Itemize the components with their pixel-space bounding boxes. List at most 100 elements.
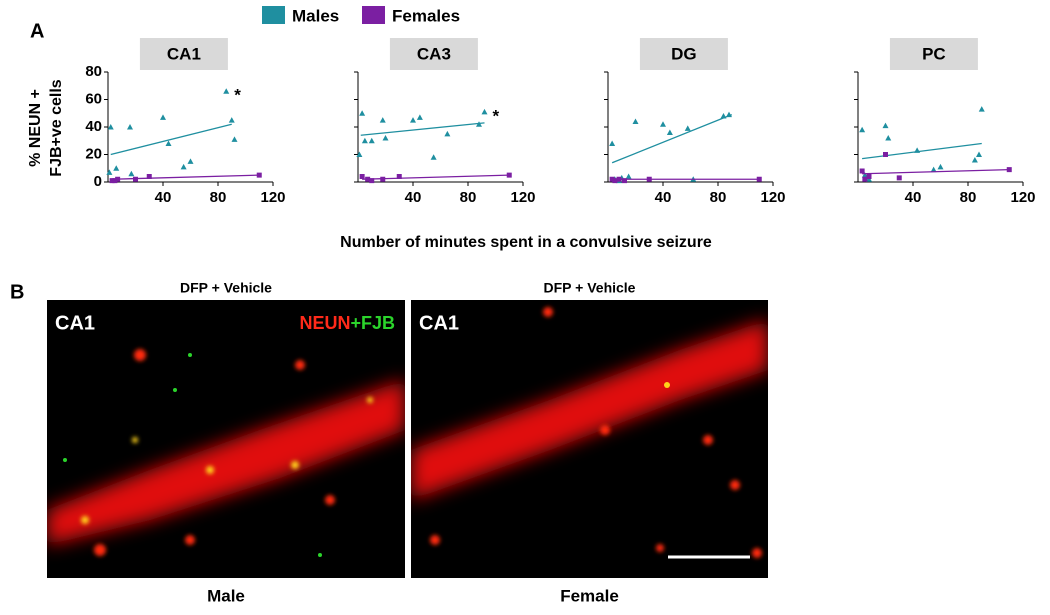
point bbox=[609, 176, 615, 182]
y-axis-label: FJB+ve cells bbox=[48, 79, 65, 177]
x-tick-label: 120 bbox=[260, 189, 285, 206]
point bbox=[228, 117, 235, 123]
point bbox=[476, 121, 482, 127]
x-tick-label: 120 bbox=[760, 189, 785, 206]
annotation: * bbox=[493, 106, 500, 125]
point bbox=[632, 118, 639, 124]
point bbox=[684, 125, 691, 131]
point bbox=[369, 178, 375, 184]
fit-line bbox=[611, 114, 732, 164]
stain-legend: NEUN+FJB bbox=[299, 313, 395, 333]
x-tick-label: 120 bbox=[510, 189, 535, 206]
x-tick-label: 40 bbox=[655, 189, 672, 206]
point bbox=[160, 114, 166, 120]
point bbox=[361, 137, 368, 144]
x-tick-label: 80 bbox=[960, 189, 977, 206]
fit-line bbox=[862, 142, 982, 160]
legend-label: Females bbox=[392, 6, 460, 25]
title-box bbox=[889, 38, 978, 70]
point bbox=[107, 124, 114, 130]
point bbox=[1006, 167, 1012, 173]
chart-title: PC bbox=[922, 44, 946, 63]
point bbox=[622, 178, 627, 184]
point bbox=[146, 174, 152, 179]
point bbox=[971, 157, 978, 163]
point bbox=[616, 176, 622, 182]
chart-title: DG bbox=[671, 44, 697, 63]
point bbox=[365, 176, 371, 182]
point bbox=[256, 172, 262, 178]
y-tick-label: 40 bbox=[85, 118, 102, 135]
point bbox=[612, 178, 618, 184]
point bbox=[430, 154, 437, 160]
y-tick-label: 0 bbox=[94, 173, 102, 190]
point bbox=[444, 130, 451, 137]
title-box bbox=[639, 38, 728, 70]
point bbox=[866, 174, 872, 179]
point bbox=[859, 126, 866, 133]
point bbox=[356, 151, 363, 157]
point bbox=[380, 176, 386, 182]
fit-line bbox=[862, 168, 1010, 175]
point bbox=[861, 172, 868, 178]
point bbox=[896, 175, 902, 181]
y-tick-label: 60 bbox=[85, 90, 102, 107]
y-tick-label: 80 bbox=[85, 63, 102, 80]
point bbox=[882, 122, 889, 129]
point bbox=[223, 88, 230, 94]
chart-title: CA1 bbox=[167, 44, 201, 63]
title-box bbox=[139, 38, 228, 70]
point bbox=[379, 117, 386, 123]
y-tick-label: 20 bbox=[85, 145, 102, 162]
point bbox=[359, 174, 365, 179]
point bbox=[396, 174, 402, 179]
micrograph bbox=[411, 300, 768, 578]
stain-label: NEUN bbox=[299, 313, 350, 333]
point bbox=[883, 152, 888, 157]
point bbox=[978, 106, 985, 112]
image-header: DFP + Vehicle bbox=[180, 280, 272, 296]
point bbox=[133, 176, 138, 182]
point bbox=[115, 176, 121, 182]
point bbox=[756, 176, 762, 182]
point bbox=[359, 110, 366, 116]
point bbox=[127, 124, 133, 130]
image-region: CA1 bbox=[55, 312, 95, 334]
panel-label: B bbox=[10, 281, 24, 303]
point bbox=[506, 172, 512, 178]
title-box bbox=[389, 38, 478, 70]
x-tick-label: 40 bbox=[905, 189, 922, 206]
point bbox=[937, 163, 944, 170]
panel-label: A bbox=[30, 20, 44, 42]
x-tick-label: 40 bbox=[155, 189, 172, 206]
x-tick-label: 40 bbox=[405, 189, 422, 206]
x-axis-label: Number of minutes spent in a convulsive … bbox=[340, 234, 712, 251]
point bbox=[165, 140, 172, 146]
legend-swatch bbox=[362, 6, 385, 24]
point bbox=[609, 140, 616, 146]
image-caption: Male bbox=[207, 586, 245, 605]
point bbox=[180, 163, 187, 170]
point bbox=[410, 117, 416, 123]
point bbox=[726, 111, 732, 118]
image-caption: Female bbox=[560, 586, 619, 605]
point bbox=[113, 165, 120, 171]
fit-line bbox=[362, 174, 510, 180]
point bbox=[231, 136, 238, 142]
fit-line bbox=[110, 123, 232, 156]
point bbox=[625, 173, 632, 179]
point bbox=[976, 151, 982, 157]
point bbox=[382, 135, 389, 141]
x-tick-label: 80 bbox=[460, 189, 477, 206]
point bbox=[930, 166, 937, 173]
legend-label: Males bbox=[292, 6, 339, 25]
x-tick-label: 120 bbox=[1010, 189, 1035, 206]
stain-label: +FJB bbox=[350, 313, 395, 333]
legend-swatch bbox=[262, 6, 285, 24]
point bbox=[112, 178, 118, 184]
y-axis-label: % NEUN + bbox=[27, 89, 44, 167]
point bbox=[109, 178, 115, 184]
chart-title: CA3 bbox=[417, 44, 451, 63]
point bbox=[914, 147, 921, 153]
